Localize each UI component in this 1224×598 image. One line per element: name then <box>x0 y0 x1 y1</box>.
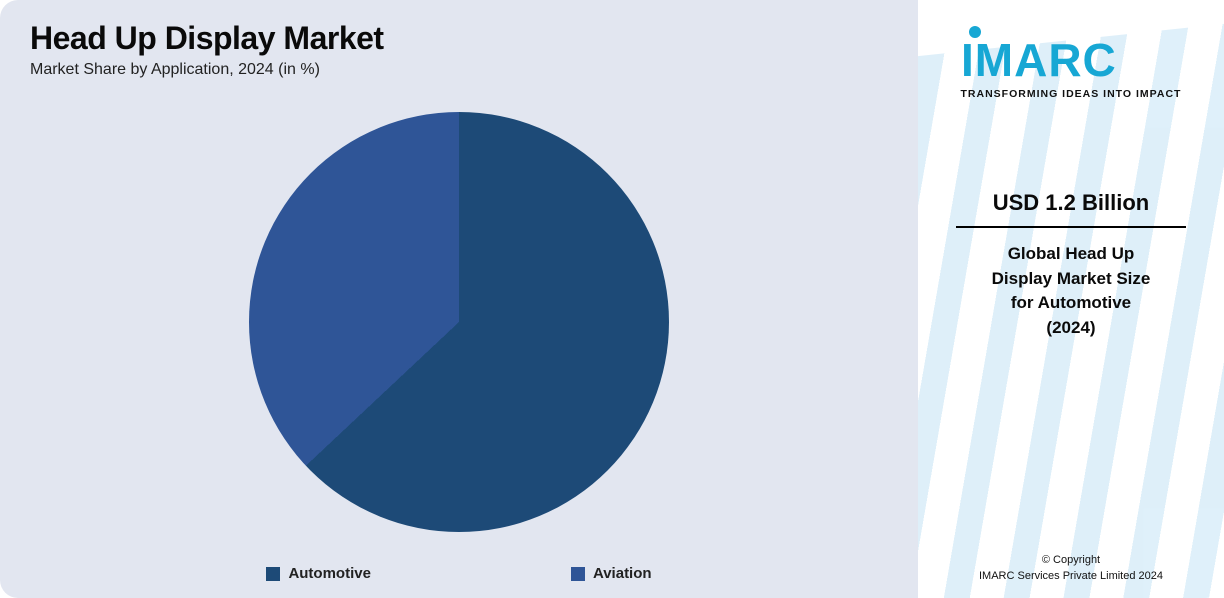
stat-desc-line: Global Head Up <box>956 242 1186 267</box>
brand-logo: IMARC TRANSFORMING IDEAS INTO IMPACT <box>961 24 1182 100</box>
copyright-line: © Copyright <box>918 553 1224 568</box>
legend-swatch <box>571 567 585 581</box>
svg-text:IMARC: IMARC <box>961 34 1117 86</box>
legend-label: Aviation <box>593 565 652 582</box>
copyright-line: IMARC Services Private Limited 2024 <box>918 569 1224 584</box>
info-panel: IMARC TRANSFORMING IDEAS INTO IMPACT USD… <box>918 0 1224 598</box>
pie-chart <box>249 112 669 532</box>
stat-divider <box>956 226 1186 228</box>
legend-item-aviation: Aviation <box>571 565 652 582</box>
legend-item-automotive: Automotive <box>266 565 371 582</box>
stat-block: USD 1.2 Billion Global Head Up Display M… <box>956 190 1186 341</box>
chart-title: Head Up Display Market <box>30 20 888 57</box>
stat-description: Global Head Up Display Market Size for A… <box>956 242 1186 341</box>
pie-chart-container <box>30 79 888 565</box>
stat-desc-line: (2024) <box>956 316 1186 341</box>
legend-label: Automotive <box>288 565 371 582</box>
chart-subtitle: Market Share by Application, 2024 (in %) <box>30 61 888 79</box>
stat-desc-line: for Automotive <box>956 291 1186 316</box>
stat-desc-line: Display Market Size <box>956 267 1186 292</box>
imarc-logo-icon: IMARC <box>961 24 1181 86</box>
legend-swatch <box>266 567 280 581</box>
copyright: © Copyright IMARC Services Private Limit… <box>918 553 1224 584</box>
chart-panel: Head Up Display Market Market Share by A… <box>0 0 918 598</box>
stat-value: USD 1.2 Billion <box>956 190 1186 216</box>
legend: Automotive Aviation <box>30 565 888 588</box>
brand-tagline: TRANSFORMING IDEAS INTO IMPACT <box>961 88 1182 100</box>
